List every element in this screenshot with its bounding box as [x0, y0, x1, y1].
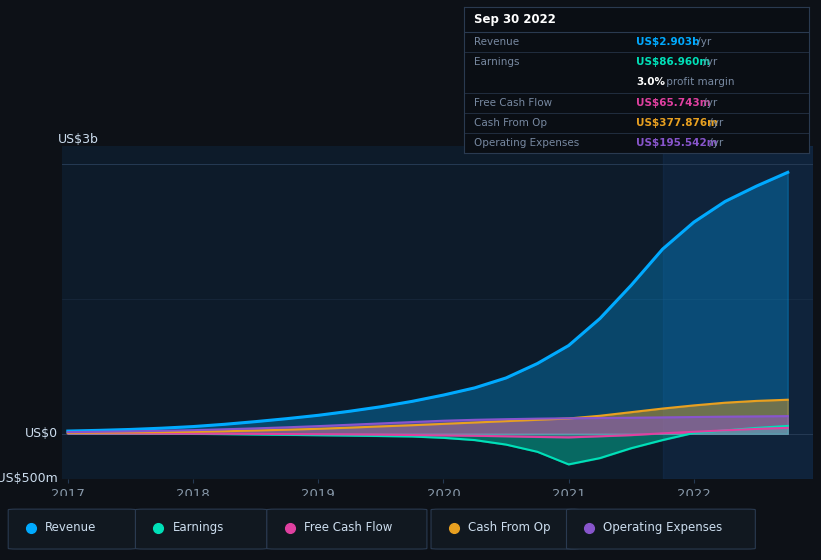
Text: Cash From Op: Cash From Op — [468, 521, 550, 534]
Text: /yr: /yr — [694, 37, 711, 47]
Text: US$65.743m: US$65.743m — [636, 97, 711, 108]
Text: /yr: /yr — [700, 97, 718, 108]
FancyBboxPatch shape — [135, 509, 267, 549]
Text: /yr: /yr — [706, 118, 723, 128]
Bar — [663, 146, 813, 479]
Text: US$377.876m: US$377.876m — [636, 118, 718, 128]
Text: Cash From Op: Cash From Op — [475, 118, 548, 128]
Text: US$86.960m: US$86.960m — [636, 57, 710, 67]
Text: Revenue: Revenue — [475, 37, 520, 47]
Text: US$0: US$0 — [25, 427, 57, 440]
Text: US$195.542m: US$195.542m — [636, 138, 718, 148]
FancyBboxPatch shape — [566, 509, 755, 549]
Text: Operating Expenses: Operating Expenses — [603, 521, 722, 534]
Text: US$2.903b: US$2.903b — [636, 37, 699, 47]
Text: Earnings: Earnings — [172, 521, 224, 534]
FancyBboxPatch shape — [431, 509, 579, 549]
Text: /yr: /yr — [700, 57, 718, 67]
Text: Revenue: Revenue — [45, 521, 97, 534]
Text: profit margin: profit margin — [663, 77, 734, 87]
Text: Earnings: Earnings — [475, 57, 520, 67]
Text: -US$500m: -US$500m — [0, 472, 57, 486]
FancyBboxPatch shape — [267, 509, 427, 549]
Text: /yr: /yr — [706, 138, 723, 148]
Text: Operating Expenses: Operating Expenses — [475, 138, 580, 148]
Text: Free Cash Flow: Free Cash Flow — [475, 97, 553, 108]
Text: Free Cash Flow: Free Cash Flow — [304, 521, 392, 534]
Text: US$3b: US$3b — [57, 133, 99, 146]
FancyBboxPatch shape — [8, 509, 135, 549]
Text: Sep 30 2022: Sep 30 2022 — [475, 13, 556, 26]
Text: 3.0%: 3.0% — [636, 77, 665, 87]
